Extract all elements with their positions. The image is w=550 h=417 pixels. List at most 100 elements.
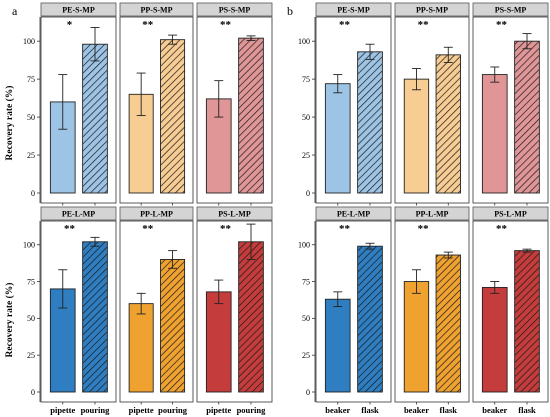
- bar-pouring: [82, 241, 108, 393]
- facet-PS-S-MP: PS-S-MP **: [472, 2, 549, 206]
- bar-flask: [357, 245, 383, 393]
- significance-marker: **: [496, 19, 508, 31]
- bar-flask: [435, 254, 461, 393]
- facet-PE-L-MP: PE-L-MP pipette pouring **: [40, 206, 117, 415]
- facet-PE-S-MP: PE-S-MP *: [40, 2, 117, 206]
- bar-pipette: [205, 291, 232, 393]
- facet-strip: [472, 206, 549, 221]
- facet-frame: [472, 16, 549, 204]
- y-tick-label: 25: [27, 351, 35, 360]
- bar-flask: [357, 51, 383, 194]
- facet-strip: [315, 206, 392, 221]
- facet-title: PS-L-MP: [494, 210, 527, 219]
- bar-pouring: [238, 241, 264, 393]
- bar-beaker: [481, 286, 508, 393]
- y-tick-label: 0: [306, 189, 310, 198]
- facet-title: PS-L-MP: [218, 210, 251, 219]
- y-tick-label: 100: [298, 241, 310, 250]
- y-tick-label: 100: [298, 37, 310, 46]
- facet-PS-L-MP: PS-L-MP pipette pouring **: [196, 206, 273, 415]
- bar-beaker: [403, 281, 430, 393]
- facet-PS-L-MP: PS-L-MP beaker flask **: [472, 206, 549, 415]
- facet-frame: [394, 16, 470, 204]
- x-category-label: pouring: [237, 405, 267, 415]
- facet-strip: [472, 2, 549, 17]
- facet-frame: [40, 220, 117, 403]
- facet-PP-S-MP: PP-S-MP **: [119, 2, 194, 206]
- y-tick-label: 25: [302, 351, 310, 360]
- plot-layer: 0 25 50 75 100 PE-S-MP * PP-S-MP ** PS-S-MP ** 0 25 5…: [23, 2, 549, 415]
- x-category-label: beaker: [404, 405, 429, 415]
- facet-title: PS-S-MP: [219, 6, 251, 15]
- significance-marker: **: [339, 223, 351, 235]
- significance-marker: **: [418, 223, 430, 235]
- significance-marker: **: [142, 19, 154, 31]
- facet-frame: [315, 16, 392, 204]
- bar-flask: [435, 54, 461, 194]
- y-tick-label: 25: [27, 151, 35, 160]
- facet-title: PE-S-MP: [337, 6, 370, 15]
- y-tick-label: 75: [27, 277, 35, 286]
- x-category-label: flask: [440, 405, 458, 415]
- significance-marker: **: [220, 223, 232, 235]
- facet-strip: [315, 2, 392, 17]
- x-category-label: beaker: [325, 405, 350, 415]
- facet-strip: [40, 2, 117, 17]
- facet-strip: [40, 206, 117, 221]
- y-tick-label: 50: [302, 314, 310, 323]
- bar-flask: [514, 250, 540, 393]
- x-category-label: pouring: [81, 405, 111, 415]
- significance-marker: **: [418, 19, 430, 31]
- facet-PS-S-MP: PS-S-MP **: [196, 2, 273, 206]
- facet-frame: [394, 220, 470, 403]
- facet-frame: [119, 16, 194, 204]
- y-axis-title-top: Recovery rate (%): [4, 86, 15, 161]
- facet-strip: [196, 206, 273, 221]
- facet-frame: [315, 220, 392, 403]
- y-tick-label: 50: [27, 314, 35, 323]
- y-tick-label: 50: [27, 113, 35, 122]
- facet-frame: [472, 220, 549, 403]
- facet-PP-L-MP: PP-L-MP pipette pouring **: [119, 206, 194, 415]
- panel-label-a: a: [12, 4, 18, 18]
- facet-strip: [394, 206, 470, 221]
- y-tick-label: 0: [306, 388, 310, 397]
- bar-beaker: [403, 78, 430, 194]
- y-tick-label: 50: [302, 113, 310, 122]
- x-category-label: pipette: [50, 405, 75, 415]
- facet-title: PP-L-MP: [140, 210, 173, 219]
- facet-PE-S-MP: PE-S-MP **: [315, 2, 392, 206]
- bar-pipette: [128, 303, 154, 393]
- bar-pouring: [82, 43, 108, 194]
- facet-frame: [196, 220, 273, 403]
- y-tick-label: 25: [302, 151, 310, 160]
- facet-title: PE-L-MP: [62, 210, 95, 219]
- facet-frame: [40, 16, 117, 204]
- bar-beaker: [481, 74, 508, 194]
- significance-marker: *: [67, 19, 73, 31]
- significance-marker: **: [496, 223, 508, 235]
- facet-strip: [394, 2, 470, 17]
- significance-marker: **: [142, 223, 154, 235]
- x-category-label: flask: [518, 405, 536, 415]
- facet-frame: [119, 220, 194, 403]
- panel-label-b: b: [287, 4, 293, 18]
- y-tick-label: 75: [302, 75, 310, 84]
- bar-pouring: [238, 37, 264, 194]
- facet-strip: [119, 206, 194, 221]
- y-tick-label: 0: [31, 189, 35, 198]
- bar-beaker: [324, 83, 351, 194]
- panel-b-row-0: 0 25 50 75 100 PE-S-MP ** PP-S-MP ** PS-S-MP **: [298, 2, 549, 206]
- facet-title: PP-S-MP: [141, 6, 173, 15]
- x-category-label: beaker: [482, 405, 507, 415]
- facet-title: PP-S-MP: [416, 6, 448, 15]
- significance-marker: **: [64, 223, 76, 235]
- y-tick-label: 100: [23, 37, 35, 46]
- x-category-label: pouring: [158, 405, 188, 415]
- panel-b-row-1: 0 25 50 75 100 PE-L-MP beaker flask ** PP-L-MP bea…: [298, 206, 549, 415]
- facet-title: PE-L-MP: [337, 210, 370, 219]
- facet-PP-L-MP: PP-L-MP beaker flask **: [394, 206, 470, 415]
- bar-beaker: [324, 298, 351, 393]
- facet-frame: [196, 16, 273, 204]
